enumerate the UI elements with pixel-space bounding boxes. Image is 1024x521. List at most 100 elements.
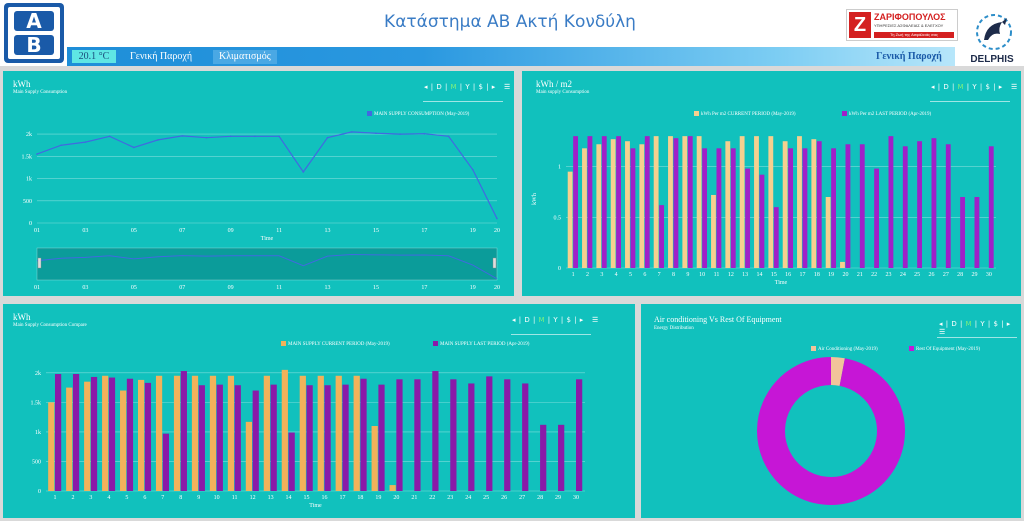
pie-slice bbox=[757, 357, 905, 505]
prev-period-button[interactable]: ◂ bbox=[931, 83, 936, 91]
legend-item-swatch bbox=[281, 341, 286, 346]
bar bbox=[162, 433, 170, 491]
next-period-button[interactable]: ▸ bbox=[998, 83, 1003, 91]
month-button[interactable]: M bbox=[450, 83, 458, 91]
bar bbox=[725, 141, 731, 268]
x-tick-label: 22 bbox=[429, 495, 435, 501]
data-point bbox=[375, 132, 377, 135]
next-period-button[interactable]: ▸ bbox=[491, 83, 496, 91]
x-tick-label: 24 bbox=[900, 272, 906, 278]
year-button[interactable]: Y bbox=[465, 83, 471, 91]
x-tick-label: 20 bbox=[494, 228, 500, 234]
y-tick-label: 0.5 bbox=[554, 215, 562, 221]
navigator-tick-label: 07 bbox=[179, 285, 185, 291]
day-button[interactable]: D bbox=[524, 316, 531, 324]
day-button[interactable]: D bbox=[943, 83, 950, 91]
panel-subtitle: Main Supply Consumption Compare bbox=[13, 323, 87, 328]
delphis-logo: DELPHIS bbox=[962, 10, 1022, 65]
month-button[interactable]: M bbox=[965, 320, 973, 328]
bar bbox=[573, 136, 579, 268]
month-button[interactable]: M bbox=[538, 316, 546, 324]
prev-period-button[interactable]: ◂ bbox=[424, 83, 429, 91]
bar bbox=[582, 148, 587, 268]
year-button[interactable]: Y bbox=[980, 320, 986, 328]
bar bbox=[945, 144, 951, 268]
y-tick-label: 1 bbox=[558, 165, 561, 171]
next-period-button[interactable]: ▸ bbox=[1006, 320, 1011, 328]
bar bbox=[414, 379, 421, 491]
bar bbox=[696, 136, 702, 268]
day-button[interactable]: D bbox=[436, 83, 443, 91]
bar bbox=[711, 194, 716, 268]
cost-button[interactable]: $ bbox=[478, 83, 484, 91]
temperature-badge: 20.1 °C bbox=[72, 50, 116, 63]
bar bbox=[396, 379, 403, 491]
prev-period-button[interactable]: ◂ bbox=[939, 320, 944, 328]
cost-button[interactable]: $ bbox=[566, 316, 572, 324]
bar bbox=[558, 424, 565, 491]
x-tick-label: 20 bbox=[393, 495, 399, 501]
ab-logo[interactable]: A B bbox=[4, 3, 64, 63]
y-tick-label: 2k bbox=[26, 132, 32, 138]
nav-bar bbox=[67, 47, 955, 66]
legend-item-swatch bbox=[367, 111, 372, 116]
x-tick-label: 05 bbox=[131, 228, 137, 234]
bar bbox=[216, 384, 223, 491]
bar bbox=[659, 205, 665, 268]
navigator-tick-label: 19 bbox=[470, 285, 476, 291]
cost-button[interactable]: $ bbox=[985, 83, 991, 91]
nav-item-air-conditioning[interactable]: Κλιματισμός bbox=[213, 50, 277, 64]
bar bbox=[299, 375, 306, 491]
bar bbox=[630, 148, 636, 268]
x-tick-label: 25 bbox=[483, 495, 489, 501]
y-axis-title: kWh bbox=[532, 193, 538, 205]
month-button[interactable]: M bbox=[957, 83, 965, 91]
line-chart-main-supply: 0 500 1k 1.5k 2k 01 03 05 07 09 11 13 15 17 19 20 Time MA… bbox=[22, 111, 500, 291]
menu-icon[interactable]: ☰ bbox=[1010, 83, 1018, 91]
panel-title: kWh / m2 bbox=[536, 79, 572, 89]
x-tick-label: 1 bbox=[53, 495, 56, 501]
x-tick-label: 10 bbox=[699, 272, 705, 278]
day-button[interactable]: D bbox=[951, 320, 958, 328]
bar bbox=[739, 136, 745, 268]
bar bbox=[811, 139, 817, 268]
next-period-button[interactable]: ▸ bbox=[579, 316, 584, 324]
x-tick-label: 17 bbox=[421, 228, 427, 234]
bar bbox=[745, 168, 751, 268]
divider bbox=[937, 337, 1017, 338]
x-tick-label: 10 bbox=[214, 495, 220, 501]
bar bbox=[227, 375, 235, 491]
y-tick-label: 1.5k bbox=[31, 400, 42, 406]
x-axis-title: Time bbox=[261, 236, 274, 242]
prev-period-button[interactable]: ◂ bbox=[512, 316, 517, 324]
nav-item-general-supply[interactable]: Γενική Παροχή bbox=[130, 51, 193, 62]
y-tick-label: 1.5k bbox=[22, 154, 33, 160]
legend-item-swatch bbox=[811, 346, 816, 351]
dolphin-icon bbox=[976, 14, 1012, 50]
year-button[interactable]: Y bbox=[553, 316, 559, 324]
cost-button[interactable]: $ bbox=[993, 320, 999, 328]
data-point bbox=[447, 135, 450, 138]
divider bbox=[423, 101, 503, 102]
x-tick-label: 25 bbox=[914, 272, 920, 278]
x-tick-label: 26 bbox=[501, 495, 507, 501]
menu-icon[interactable]: ☰ bbox=[503, 83, 511, 91]
x-tick-label: 5 bbox=[125, 495, 128, 501]
year-button[interactable]: Y bbox=[972, 83, 978, 91]
bar bbox=[859, 144, 865, 268]
x-tick-label: 16 bbox=[321, 495, 327, 501]
bar bbox=[540, 424, 547, 491]
bar bbox=[317, 375, 324, 491]
panel-title: Air conditioning Vs Rest Of Equipment bbox=[654, 315, 782, 324]
bar bbox=[84, 381, 91, 491]
bar bbox=[831, 148, 837, 268]
bar bbox=[263, 375, 270, 491]
partner-logo-subtitle: ΥΠΗΡΕΣΙΕΣ ΑΣΦΑΛΕΙΑΣ & ΕΛΕΓΧΟΥ bbox=[874, 23, 944, 28]
legend-item: MAIN SUPPLY CONSUMPTION (May-2019) bbox=[374, 112, 470, 117]
x-tick-label: 15 bbox=[373, 228, 379, 234]
menu-icon[interactable]: ☰ bbox=[591, 316, 599, 324]
x-tick-label: 6 bbox=[643, 272, 646, 278]
bar bbox=[730, 148, 736, 268]
menu-icon[interactable]: ☰ bbox=[939, 328, 946, 336]
